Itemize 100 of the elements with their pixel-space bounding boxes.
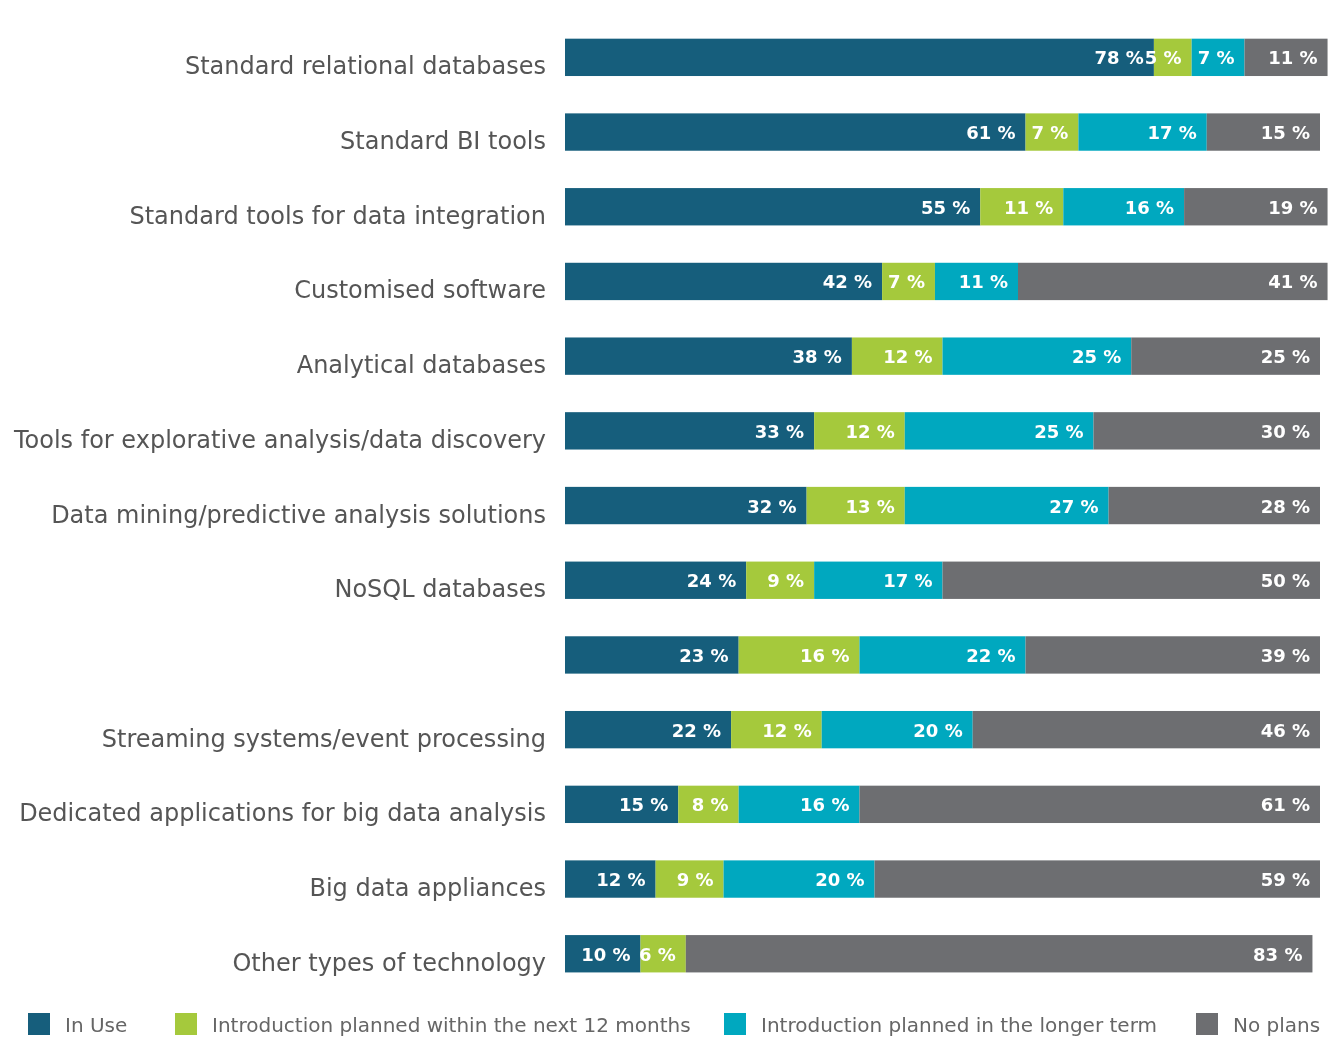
data-label: 17 % [883,570,933,592]
data-label: 25 % [1260,346,1310,368]
data-label: 13 % [845,495,895,517]
data-label: 11 % [958,271,1008,293]
bar [821,710,973,749]
data-label: 46 % [1260,719,1310,741]
data-label: 9 % [767,570,805,592]
legend-label: No plans [1233,1013,1321,1037]
y-tick-label: Tools for explorative analysis/data discovery [12,425,546,454]
bar [738,636,860,674]
data-label: 12 % [762,719,812,741]
data-label: 20 % [815,869,865,891]
y-tick-label: Standard relational databases [184,52,546,81]
bar [731,710,822,749]
data-label: 50 % [1260,570,1310,592]
bar [814,561,943,599]
data-label: 7 % [1197,47,1235,69]
bar [565,337,852,375]
bar [806,486,905,525]
bar [723,860,875,898]
data-label: 9 % [676,869,714,891]
bar [565,486,807,525]
data-label: 11 % [1003,196,1054,218]
bar [1184,188,1328,226]
data-label: 28 % [1260,495,1310,517]
bar [685,935,1313,973]
data-label: 55 % [920,196,971,218]
y-tick-label: Big data appliances [309,874,546,903]
data-label: 16 % [800,794,850,816]
data-label: 16 % [800,644,850,666]
bar [859,785,1320,824]
data-label: 7 % [888,271,925,293]
data-label: 8 % [691,794,729,816]
data-label: 16 % [1124,196,1175,218]
data-label: 38 % [792,346,842,368]
data-label: 22 % [671,719,722,741]
bar [859,636,1026,674]
legend-label: Introduction planned within the next 12 months [212,1013,691,1037]
bar [1108,486,1320,525]
legend-label: In Use [65,1013,128,1037]
bar [1131,337,1320,375]
data-label: 78 % [1094,47,1144,69]
y-tick-label: Standard tools for data integration [129,201,546,230]
y-tick-label: Standard BI tools [340,127,546,156]
data-label: 12 % [845,420,895,442]
data-label: 32 % [747,495,797,517]
bar [851,337,943,375]
data-label: 83 % [1253,943,1303,965]
data-label: 27 % [1049,495,1099,517]
bar [565,113,1026,151]
bar [738,785,860,824]
bar [565,561,747,599]
data-label: 11 % [1268,47,1318,69]
bar [874,860,1320,898]
y-tick-label: Analytical databases [296,351,546,380]
bar [565,262,883,301]
data-label: 15 % [618,794,669,816]
bar [904,412,1094,450]
data-label: 17 % [1147,122,1197,144]
data-label: 7 % [1031,122,1069,144]
data-label: 23 % [679,644,729,666]
data-label: 30 % [1260,420,1310,442]
bar [565,785,679,824]
bar [655,860,724,898]
bar [904,486,1109,525]
bar [1093,412,1320,450]
data-label: 25 % [1034,420,1084,442]
data-label: 10 % [581,943,631,965]
data-label: 19 % [1268,196,1318,218]
y-tick-label: Streaming systems/event processing [101,724,546,753]
bar [565,38,1154,77]
data-label: 24 % [686,570,737,592]
bar [565,412,815,450]
data-label: 59 % [1260,869,1310,891]
data-label: 25 % [1071,346,1122,368]
bar [972,710,1320,749]
data-label: 12 % [596,869,646,891]
bar [1018,262,1328,301]
bar [565,860,656,898]
data-label: 42 % [822,271,873,293]
y-tick-label: NoSQL databases [334,575,546,604]
legend-label: Introduction planned in the longer term [761,1013,1158,1037]
data-label: 33 % [754,420,805,442]
y-tick-label: Customised software [294,276,546,305]
data-label: 39 % [1260,644,1310,666]
bar [942,337,1132,375]
bar [1078,113,1207,151]
bar [1063,188,1185,226]
data-label: 61 % [966,122,1016,144]
data-label: 61 % [1260,794,1310,816]
bar [1025,636,1320,674]
bar [942,561,1320,599]
y-tick-label: Data mining/predictive analysis solutions [51,500,546,529]
data-label: 20 % [913,719,963,741]
bar [814,412,905,450]
bar [565,188,981,226]
y-tick-label: Dedicated applications for big data analysis [19,799,546,828]
data-label: 22 % [966,644,1016,666]
data-label: 41 % [1268,271,1318,293]
bar [1206,113,1320,151]
